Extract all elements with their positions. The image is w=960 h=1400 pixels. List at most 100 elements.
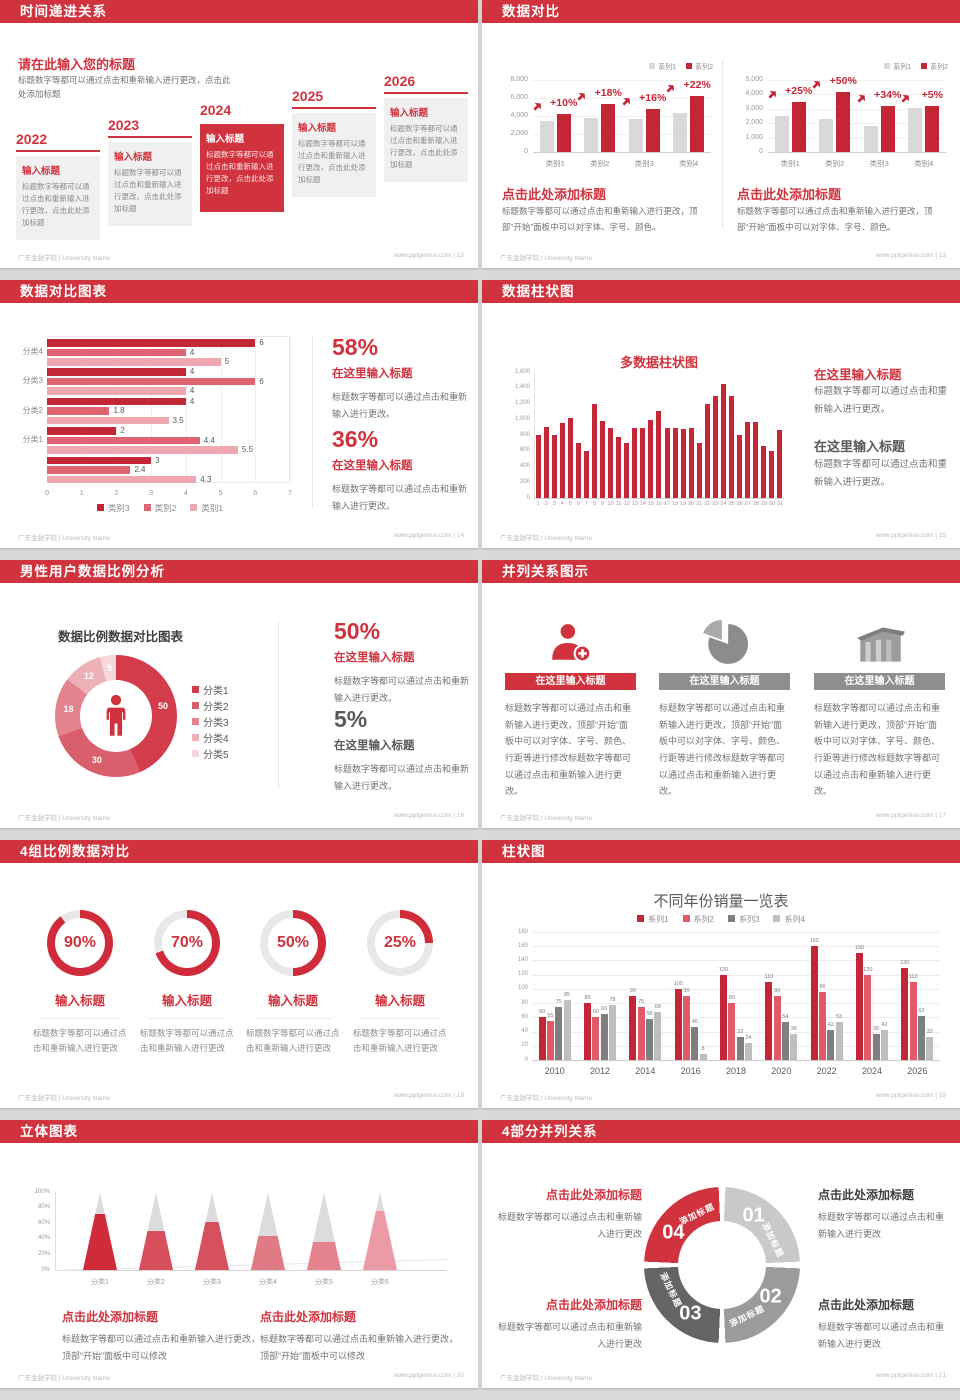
item-heading: 输入标题 [374, 994, 425, 1008]
segment-number: 04 [662, 1221, 685, 1244]
bar [47, 339, 256, 347]
column-chart: 0 200 400 600 800 1,000 1,200 1,400 1,600 1 2 3 4 5 6 7… [482, 280, 960, 548]
bar-value-label: 90 [683, 988, 690, 994]
cone [363, 1192, 397, 1270]
gridline [768, 137, 946, 139]
slide-footer: 广东金融学院 | University Name www.pptgenius.co… [18, 1092, 464, 1102]
slide-footer: 广东金融学院 | University Name www.pptgenius.co… [18, 1372, 464, 1382]
footer-url: www.pptgenius.com [393, 252, 452, 259]
x-axis-label: 类别4 [914, 159, 934, 168]
bar-series1 [819, 118, 834, 152]
bar [47, 475, 197, 484]
bar-value-label: 120 [863, 966, 873, 973]
legend-swatch [637, 915, 645, 922]
gridline [533, 152, 711, 153]
footer-organization: 广东金融学院 | University Name [500, 1095, 592, 1102]
grouped-column-chart: 0 20 40 60 80 100 120 140 160 180 60 55 75 85 2010 80 60… [482, 840, 960, 1108]
bar-value-label: 160 [809, 938, 819, 945]
legend-swatch [728, 915, 735, 922]
y-axis-label: 100% [34, 1188, 50, 1195]
legend-label: 系列3 [739, 915, 760, 924]
bar [583, 450, 589, 498]
x-axis-label: 15 [647, 501, 654, 507]
legend-item: 类别1 [190, 502, 223, 514]
x-axis-label: 2026 [907, 1066, 928, 1076]
bar-value-label: 80 [584, 995, 591, 1002]
bar [753, 422, 759, 498]
panel-divider [722, 60, 723, 228]
timeline-step-2026: 2026 输入标题 标题数字等都可以通过点击和重新输入进行更改，点击此处添加标题 [384, 73, 468, 182]
bar [584, 1003, 591, 1060]
y-axis-label: 400 [519, 463, 530, 469]
y-axis-label: 分类3 [22, 376, 43, 386]
legend-item: 系列3 [728, 914, 759, 925]
legend-swatch [682, 915, 690, 922]
chart-legend: 系列1 系列2 [649, 62, 713, 72]
legend-label: 分类3 [203, 717, 229, 729]
chart-legend: 系列1 系列2 [884, 62, 948, 72]
bar [720, 974, 727, 1060]
male-person-icon [106, 694, 126, 736]
bar [591, 403, 597, 498]
bar-value-label: 53 [836, 1014, 843, 1021]
footer-organization: 广东金融学院 | University Name [500, 1375, 592, 1382]
timeline-card-title: 输入标题 [22, 166, 61, 177]
slide-four-part-relationship: 4部分并列关系 01 添加标题 02 添加标题 03 添加标题 04 添加标题 点击此处添加标… [482, 1120, 960, 1388]
bar [773, 996, 781, 1060]
cycle-block-top-right: 点击此处添加标题 标题数字等都可以通过点击和重新输入进行更改 [818, 1186, 950, 1243]
bar [600, 420, 606, 498]
bar [47, 377, 256, 386]
footer-url: www.pptgenius.com [393, 532, 452, 539]
x-axis-label: 2022 [816, 1066, 837, 1076]
bar [543, 427, 549, 498]
y-axis-line [55, 1192, 56, 1270]
legend-item: 系列1 [884, 62, 911, 72]
legend-swatch [143, 504, 151, 511]
slide-header: 时间递进关系 [0, 0, 478, 23]
slide-header: 并列关系图示 [482, 560, 960, 583]
bar [47, 387, 186, 395]
bar-value-label: 4 [189, 386, 195, 396]
block-body: 标题数字等都可以通过点击和重新输入进行更改 [818, 1212, 945, 1240]
x-axis-label: 3 [552, 501, 556, 507]
slide-3d-chart: 立体图表 0% 20% 40% 60% 80% 100% 分类1 分类2 分类3 分类4 分类5 分类… [0, 1120, 478, 1388]
bar [699, 1054, 707, 1060]
bar [592, 1017, 600, 1060]
block-heading: 在这里输入标题 [814, 368, 902, 382]
growth-label: +50% [829, 74, 857, 87]
bar [691, 1027, 699, 1060]
timeline-card-title: 输入标题 [114, 152, 153, 163]
x-axis-label: 4 [560, 501, 564, 507]
bar [696, 442, 702, 498]
donut-center [80, 680, 152, 752]
cone [195, 1192, 229, 1270]
gridline [768, 94, 946, 96]
legend-label: 系列2 [693, 915, 714, 924]
chart-legend: 系列1 系列2 系列3 系列4 [571, 914, 871, 925]
gridline [768, 80, 946, 81]
footer-separator: | [453, 532, 455, 539]
bar [47, 436, 200, 445]
column-banner: 在这里输入标题 [814, 673, 945, 690]
footer-page-number: 19 [938, 1092, 946, 1099]
panel-divider [312, 336, 313, 508]
block: 点击此处添加标题 标题数字等都可以通过点击和重新输入进行更改，顶部“开始”面板中… [62, 1308, 262, 1365]
bar [47, 397, 186, 406]
slide-title: 并列关系图示 [502, 564, 589, 579]
cone [139, 1192, 173, 1270]
bar [864, 974, 872, 1060]
x-axis-label: 分类2 [147, 1279, 165, 1286]
chart-title: 数据比例数据对比图表 [58, 630, 184, 644]
x-axis-label: 28 [752, 501, 759, 507]
progress-ring: 50% [260, 910, 326, 976]
comparison-left-panel: 系列1 系列2 0 2,000 4,000 6,000 8,000 +10% 类别1 +18% 类… [497, 0, 717, 268]
legend-item: 系列4 [773, 914, 805, 925]
slide-time-progression: 时间递进关系 请在此输入您的标题 标题数字等都可以通过点击和重新输入进行更改，点… [0, 0, 478, 268]
bar [648, 420, 654, 498]
footer-separator: | [453, 812, 455, 819]
slide-title: 时间递进关系 [20, 4, 107, 19]
stat-heading: 在这里输入标题 [332, 460, 413, 472]
slide-header: 数据柱状图 [482, 280, 960, 303]
bar [47, 368, 186, 376]
chart-title: 不同年份销量一览表 [653, 893, 789, 910]
